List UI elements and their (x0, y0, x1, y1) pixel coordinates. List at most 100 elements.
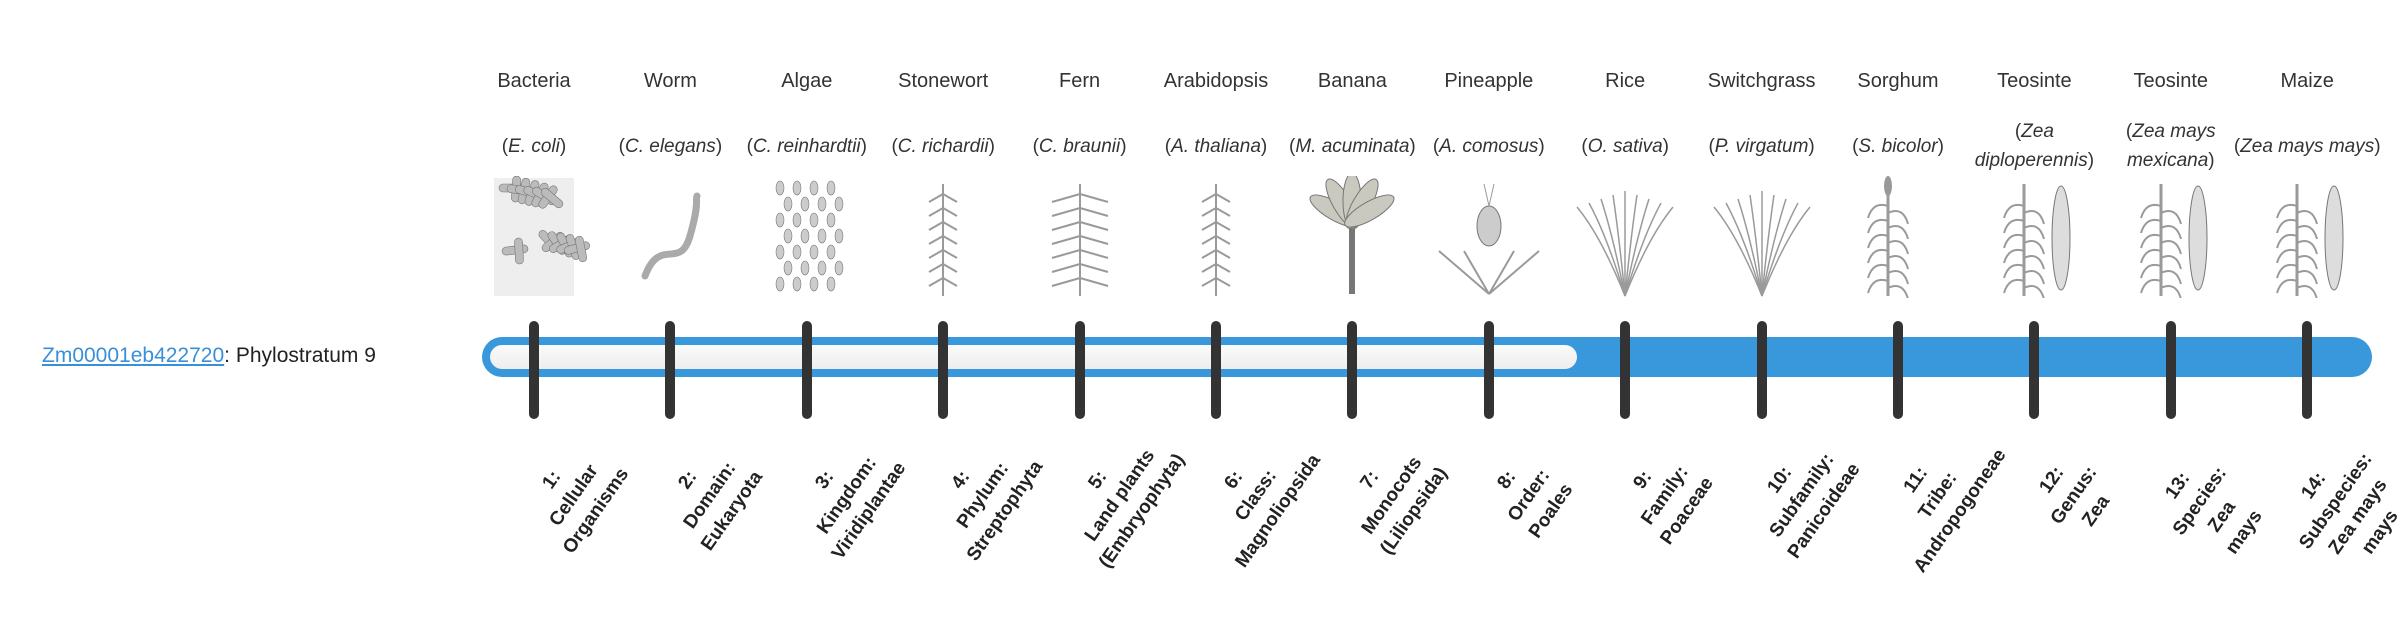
scientific-name-text: M. acuminata (1295, 135, 1410, 157)
common-name: Rice (1605, 70, 1646, 92)
organism-illustration (2096, 176, 2246, 300)
teosinte-icon (2003, 184, 2071, 300)
common-name: Sorghum (1857, 70, 1939, 92)
taxonomic-rank-label: 3: Kingdom: Viridiplantae (759, 394, 934, 596)
common-name: Algae (781, 70, 833, 92)
common-name: Fern (1059, 70, 1101, 92)
taxonomic-rank-label: 5: Land plants (Embryophyta) (1032, 394, 1207, 596)
common-name: Worm (643, 70, 697, 92)
bacteria-icon (494, 175, 590, 296)
taxonomic-rank-label: 4: Phylum: Streptophyta (896, 394, 1071, 596)
stratum-tick (665, 321, 676, 419)
algae-icon (775, 180, 844, 292)
organism-illustration (1277, 172, 1427, 298)
scientific-name: (Zea diploperennis) (1974, 121, 2095, 171)
scientific-name: (C. richardii) (891, 135, 995, 157)
organism-illustration (1141, 176, 1291, 298)
organism-illustration (868, 176, 1018, 298)
organism-illustration (2232, 176, 2382, 300)
scientific-name: (C. braunii) (1032, 135, 1127, 157)
stonewort-icon (928, 184, 958, 296)
stratum-tick (1483, 321, 1494, 419)
scientific-name: (A. thaliana) (1164, 135, 1268, 157)
organism-illustration (1823, 176, 1973, 300)
scientific-name-text: C. reinhardtii (752, 135, 861, 157)
stratum-tick (1074, 321, 1085, 419)
organism-illustration (1687, 176, 1837, 298)
scientific-name: (E. coli) (501, 135, 567, 157)
stratum-tick (938, 321, 949, 419)
organism-illustration (732, 176, 882, 298)
organism-illustration (595, 176, 745, 298)
taxonomic-rank-label: 7: Monocots (Liliopsida) (1305, 394, 1480, 596)
scientific-name: (C. elegans) (618, 135, 723, 157)
pineapple-icon (1438, 183, 1540, 295)
scientific-name-text: Zea diploperennis (1974, 121, 2088, 171)
separator: : (224, 344, 230, 367)
taxonomic-rank-label: 6: Class: Magnoliopsida (1168, 394, 1343, 596)
scientific-name: (Zea mays mays) (2233, 135, 2381, 157)
scientific-name: (M. acuminata) (1289, 135, 1416, 157)
stratum-tick (1756, 321, 1767, 419)
scientific-name: (O. sativa) (1581, 135, 1669, 157)
gene-phylostratum-label: Zm00001eb422720: Phylostratum 9 (42, 341, 376, 371)
stratum-tick (1211, 321, 1221, 419)
organism-illustration (1005, 176, 1155, 298)
taxonomic-rank-label: 11: Tribe: Andropogoneae (1850, 394, 2025, 596)
taxonomic-rank-label: 1: Cellular Organisms (486, 394, 661, 596)
stratum-tick (2302, 321, 2313, 419)
stratum-tick (801, 321, 812, 419)
worm-icon (641, 192, 701, 280)
common-name: Teosinte (1997, 70, 2072, 92)
scientific-name-text: C. richardii (897, 135, 989, 157)
organism-illustration (459, 175, 609, 298)
organism-illustration (1414, 176, 1564, 298)
scientific-name: (Zea mays mexicana) (2125, 121, 2216, 171)
taxonomic-rank-label: 9: Family: Poaceae (1578, 394, 1753, 596)
scientific-name-text: P. virgatum (1714, 135, 1809, 157)
common-name: Bacteria (497, 70, 571, 92)
phylostratum-text: Phylostratum 9 (235, 344, 376, 367)
phylostratum-bar (482, 337, 2372, 377)
common-name: Maize (2280, 70, 2334, 92)
bar-unfilled-region (490, 345, 1578, 369)
stratum-tick (2029, 321, 2040, 419)
stratum-tick (2165, 321, 2176, 419)
scientific-name-text: S. bicolor (1858, 135, 1938, 157)
switchgrass-icon (1713, 191, 1811, 297)
scientific-name-text: E. coli (508, 135, 560, 157)
scientific-name: (A. comosus) (1432, 135, 1545, 157)
rice-icon (1576, 191, 1674, 297)
scientific-name: (P. virgatum) (1708, 135, 1815, 157)
taxonomic-rank-label: 10: Subfamily: Panicoideae (1714, 394, 1889, 596)
scientific-name: (S. bicolor) (1852, 135, 1944, 157)
fern-icon (1051, 184, 1108, 296)
scientific-name-text: A. comosus (1439, 135, 1539, 157)
scientific-name-text: A. thaliana (1171, 135, 1261, 157)
common-name: Stonewort (898, 70, 989, 92)
maize-icon (2276, 184, 2344, 300)
scientific-name: (C. reinhardtii) (746, 135, 867, 157)
stratum-tick (529, 321, 539, 419)
scientific-name-text: C. braunii (1038, 135, 1121, 157)
scientific-name-text: O. sativa (1587, 135, 1663, 157)
organism-illustration (1550, 176, 1700, 298)
common-name: Switchgrass (1707, 70, 1816, 92)
organism-illustration (1959, 176, 2109, 300)
stratum-tick (1620, 321, 1631, 419)
arabidopsis-icon (1201, 184, 1231, 296)
taxonomic-rank-label: 2: Domain: Eukaryota (623, 394, 798, 596)
stratum-tick (1347, 321, 1358, 419)
stratum-tick (1893, 321, 1903, 419)
scientific-name-text: Zea mays mexicana (2126, 121, 2216, 171)
banana-icon (1309, 172, 1395, 294)
scientific-name-text: Zea mays mays (2240, 135, 2375, 157)
common-name: Teosinte (2133, 70, 2209, 92)
taxonomic-rank-label: 8: Order: Poales (1441, 394, 1616, 596)
sorghum-icon (1867, 176, 1909, 300)
scientific-name-text: C. elegans (624, 135, 716, 157)
common-name: Pineapple (1444, 70, 1534, 92)
gene-id-link[interactable]: Zm00001eb422720 (42, 344, 225, 367)
common-name: Arabidopsis (1163, 70, 1269, 92)
common-name: Banana (1317, 70, 1387, 92)
